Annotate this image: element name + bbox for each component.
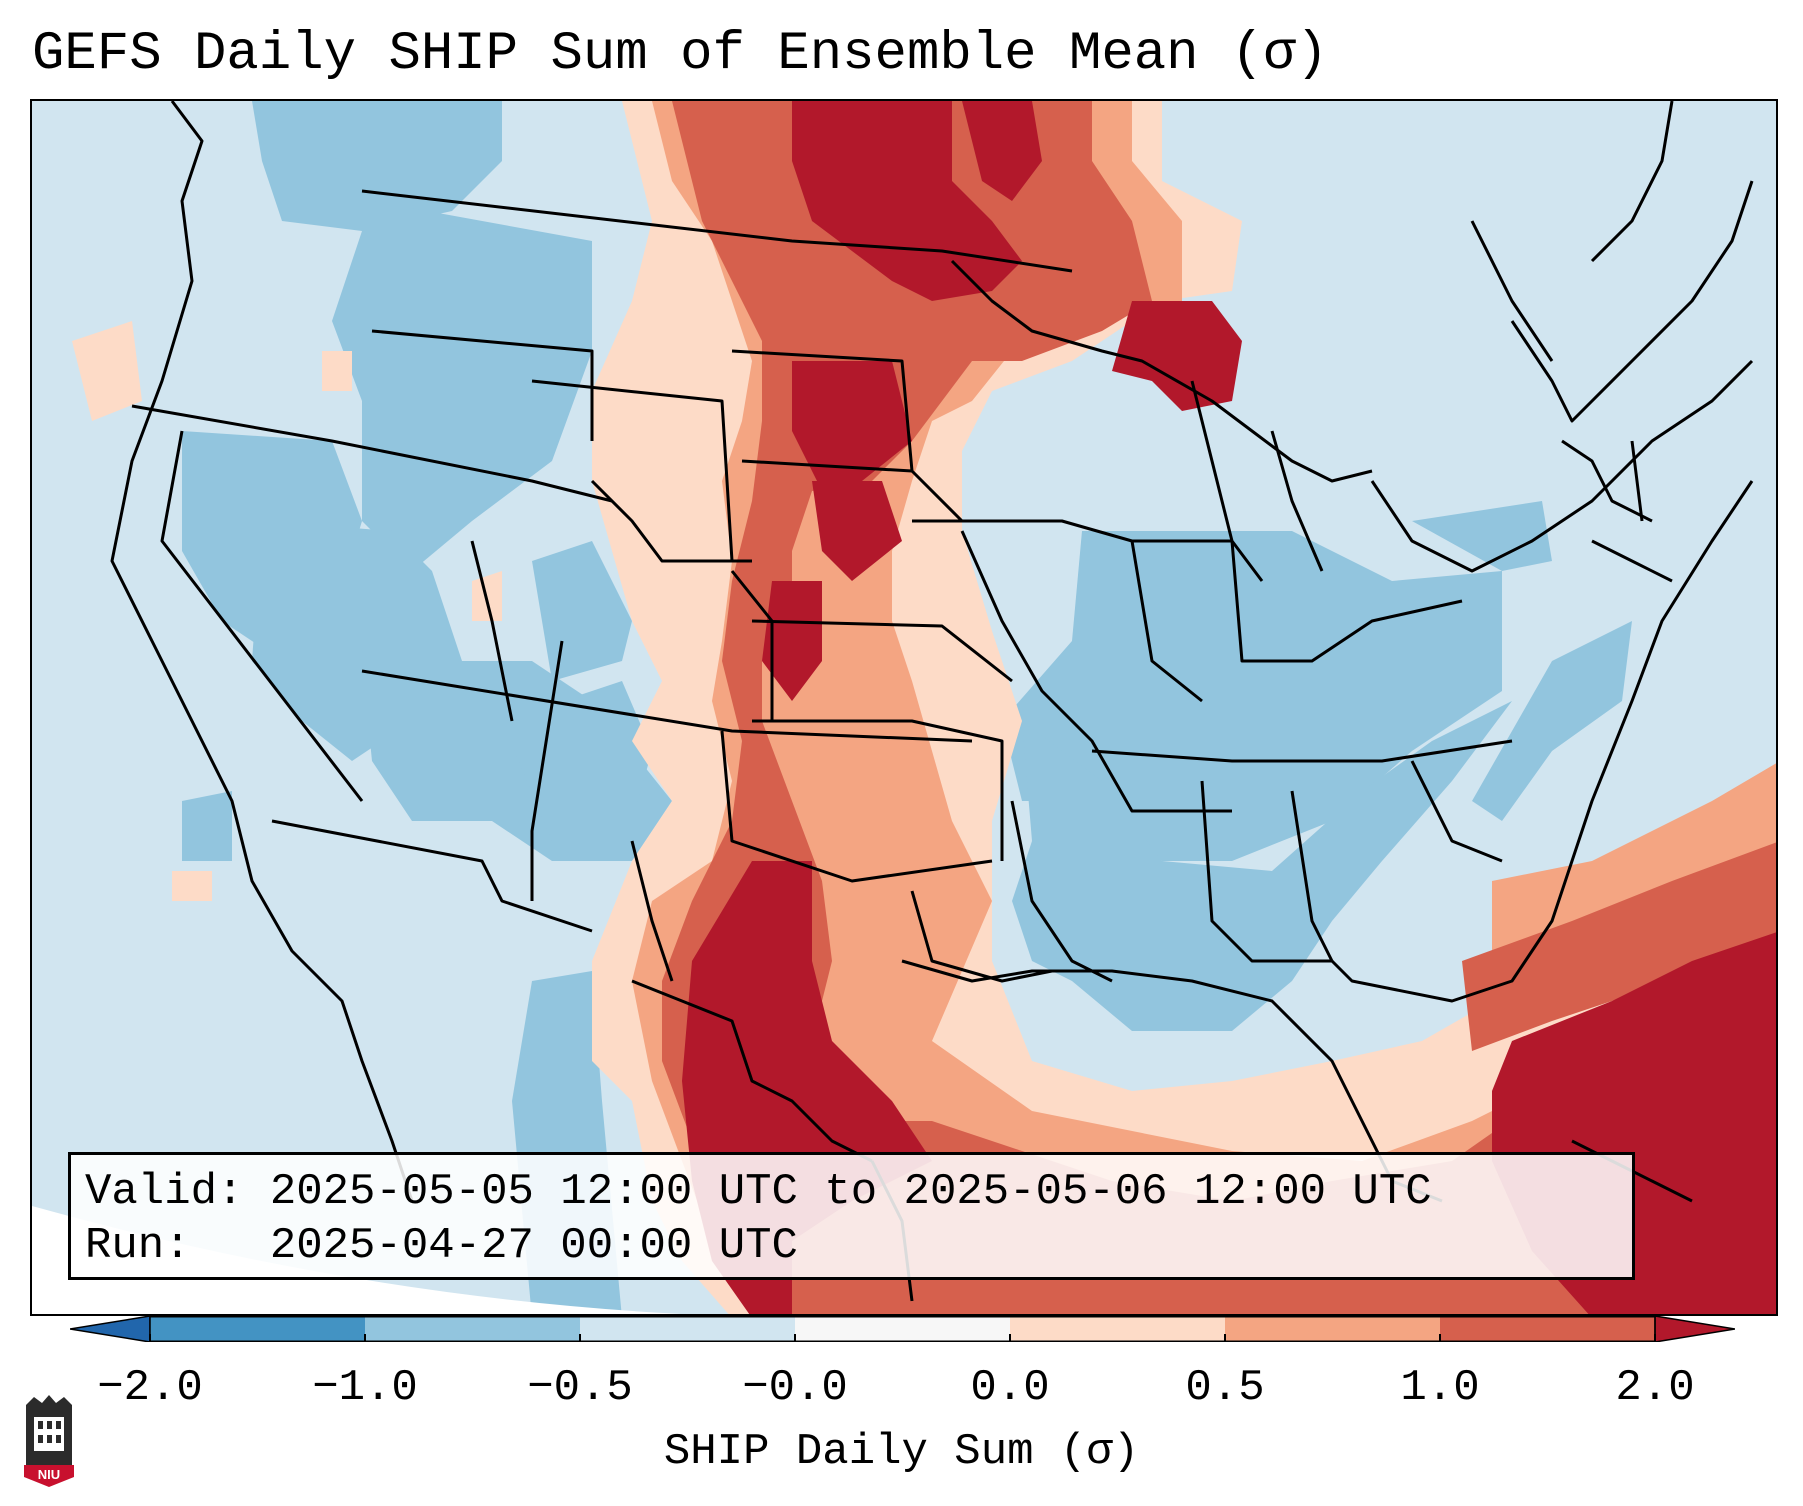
colorbar-bin [1225,1316,1441,1342]
colorbar-label: SHIP Daily Sum (σ) [663,1427,1140,1477]
colorbar [70,1316,1735,1342]
colorbar-tick-label: 0.0 [970,1363,1050,1413]
run-line: Run: 2025-04-27 00:00 UTC [85,1219,1618,1273]
field-negative-patches [32,101,1632,1314]
boundaries [110,101,1754,1302]
colorbar-bin [365,1316,581,1342]
colorbar-tick-label: 2.0 [1615,1363,1695,1413]
colorbar-bin [580,1316,796,1342]
colorbar-tick-label: 0.5 [1185,1363,1265,1413]
colorbar-outline [149,1316,1656,1342]
colorbar-tick-label: −1.0 [312,1363,418,1413]
run-label: Run: [85,1221,191,1271]
colorbar-tick-label: −2.0 [97,1363,203,1413]
colorbar-extend-low [70,1316,151,1342]
anomaly-map [32,101,1776,1314]
valid-label: Valid: [85,1167,244,1217]
colorbar-bin [150,1316,366,1342]
map-panel: Valid: 2025-05-05 12:00 UTC to 2025-05-0… [30,99,1778,1316]
run-value: 2025-04-27 00:00 UTC [269,1221,798,1271]
valid-value: 2025-05-05 12:00 UTC to 2025-05-06 12:00… [269,1167,1432,1217]
svg-text:NIU: NIU [38,1467,60,1482]
colorbar-bin [1440,1316,1656,1342]
valid-run-box: Valid: 2025-05-05 12:00 UTC to 2025-05-0… [68,1152,1635,1280]
colorbar-tick-label: 1.0 [1400,1363,1480,1413]
colorbar-tick-label: −0.5 [527,1363,633,1413]
colorbar-extend-high [1654,1316,1735,1342]
chart-title: GEFS Daily SHIP Sum of Ensemble Mean (σ) [32,24,1329,85]
niu-logo-icon: NIU [24,1395,74,1487]
colorbar-bin [795,1316,1011,1342]
off-projection-area [32,1206,682,1314]
colorbar-tick-label: −0.0 [742,1363,848,1413]
valid-line: Valid: 2025-05-05 12:00 UTC to 2025-05-0… [85,1165,1618,1219]
colorbar-bin [1010,1316,1226,1342]
